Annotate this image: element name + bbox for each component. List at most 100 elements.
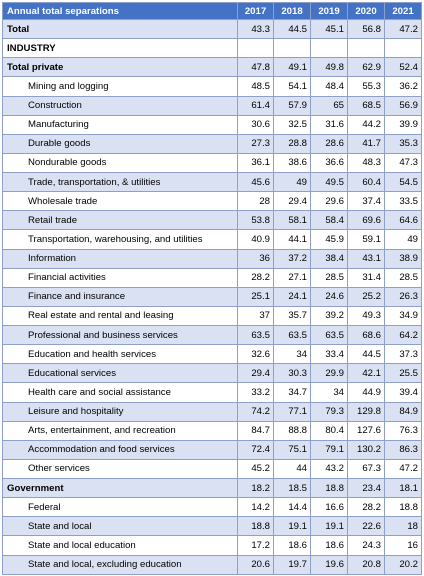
row-value: 44.9 [347, 382, 385, 403]
row-value: 88.8 [273, 420, 311, 441]
table-row: Nondurable goods 36.1 38.6 36.6 48.3 47.3 [2, 152, 422, 174]
row-value: 68.5 [347, 95, 385, 116]
table-row: Total private 47.8 49.1 49.8 62.9 52.4 [2, 57, 422, 78]
row-value: 23.4 [347, 477, 385, 499]
table-row: Educational services 29.4 30.3 29.9 42.1 25.5 [2, 363, 422, 384]
row-value: 34.7 [273, 382, 311, 403]
row-label: Federal [2, 497, 238, 518]
row-label: Wholesale trade [2, 191, 238, 212]
row-value: 80.4 [310, 420, 348, 441]
header-year-2021: 2021 [384, 2, 422, 20]
row-value: 22.6 [347, 516, 385, 537]
row-value: 29.4 [237, 363, 274, 384]
row-value: 28.8 [273, 133, 311, 154]
row-value: 18 [384, 516, 422, 537]
row-value: 58.4 [310, 210, 348, 231]
table-row: Information 36 37.2 38.4 43.1 38.9 [2, 248, 422, 269]
row-value: 18.6 [273, 535, 311, 556]
row-value: 18.8 [237, 516, 274, 537]
row-value: 59.1 [347, 229, 385, 250]
row-value: 42.1 [347, 363, 385, 384]
row-value: 27.3 [237, 133, 274, 154]
row-value [384, 38, 422, 59]
row-value: 47.8 [237, 57, 274, 78]
table-row: State and local education 17.2 18.6 18.6 24.… [2, 535, 422, 556]
table-row: INDUSTRY [2, 38, 422, 59]
table-row: Other services 45.2 44 43.2 67.3 47.2 [2, 458, 422, 480]
row-value: 36.1 [237, 152, 274, 174]
row-label: Durable goods [2, 133, 238, 154]
table-row: Leisure and hospitality 74.2 77.1 79.3 129.8… [2, 401, 422, 422]
row-value: 33.4 [310, 344, 348, 365]
row-value: 20.6 [237, 554, 274, 575]
row-label: Finance and insurance [2, 286, 238, 307]
row-value: 64.2 [384, 324, 422, 346]
table-row: Federal 14.2 14.4 16.6 28.2 18.8 [2, 497, 422, 518]
table-row: Arts, entertainment, and recreation 84.7 8… [2, 420, 422, 441]
row-value: 37.2 [273, 248, 311, 269]
row-value [273, 38, 311, 59]
row-value: 72.4 [237, 439, 274, 460]
table-row: State and local 18.8 19.1 19.1 22.6 18 [2, 516, 422, 537]
table-row: Retail trade 53.8 58.1 58.4 69.6 64.6 [2, 210, 422, 231]
row-value: 25.5 [384, 363, 422, 384]
row-value: 32.6 [237, 344, 274, 365]
row-value: 45.2 [237, 458, 274, 480]
row-value: 37 [237, 305, 274, 327]
row-value: 18.1 [384, 477, 422, 499]
table-row: Trade, transportation, & utilities 45.6 49… [2, 171, 422, 193]
row-value: 63.5 [273, 324, 311, 346]
row-value: 20.2 [384, 554, 422, 575]
row-label: State and local [2, 516, 238, 537]
row-label: Real estate and rental and leasing [2, 305, 238, 327]
row-value: 25.1 [237, 286, 274, 307]
table-row: Construction 61.4 57.9 65 68.5 56.9 [2, 95, 422, 116]
row-value: 30.3 [273, 363, 311, 384]
header-year-2017: 2017 [237, 2, 274, 20]
row-value: 79.3 [310, 401, 348, 422]
row-value: 44.2 [347, 114, 385, 135]
row-value: 48.5 [237, 76, 274, 97]
row-value: 16 [384, 535, 422, 556]
row-value: 34 [273, 344, 311, 365]
row-value: 77.1 [273, 401, 311, 422]
table-row: Durable goods 27.3 28.8 28.6 41.7 35.3 [2, 133, 422, 154]
table-row: Manufacturing 30.6 32.5 31.6 44.2 39.9 [2, 114, 422, 135]
table-body: Total 43.3 44.5 45.1 56.8 47.2 INDUSTRY Total p… [2, 18, 422, 575]
row-label: Accommodation and food services [2, 439, 238, 460]
row-value: 39.9 [384, 114, 422, 135]
row-value: 35.7 [273, 305, 311, 327]
row-label: Manufacturing [2, 114, 238, 135]
row-value: 38.6 [273, 152, 311, 174]
row-value: 49.8 [310, 57, 348, 78]
row-value: 37.4 [347, 191, 385, 212]
row-value: 75.1 [273, 439, 311, 460]
row-label: Total [2, 18, 238, 40]
row-value: 56.8 [347, 18, 385, 40]
row-value: 52.4 [384, 57, 422, 78]
row-value: 18.2 [237, 477, 274, 499]
row-value: 19.1 [273, 516, 311, 537]
row-value: 65 [310, 95, 348, 116]
row-value: 28.6 [310, 133, 348, 154]
row-value: 76.3 [384, 420, 422, 441]
table-row: Accommodation and food services 72.4 75.1 7… [2, 439, 422, 460]
row-value: 43.1 [347, 248, 385, 269]
row-label: Total private [2, 57, 238, 78]
row-value: 64.6 [384, 210, 422, 231]
row-value: 29.6 [310, 191, 348, 212]
row-value: 31.4 [347, 267, 385, 288]
row-value: 44.1 [273, 229, 311, 250]
row-value: 18.6 [310, 535, 348, 556]
table-row: Health care and social assistance 33.2 34.… [2, 382, 422, 403]
row-value: 130.2 [347, 439, 385, 460]
row-value: 28.2 [237, 267, 274, 288]
row-value: 56.9 [384, 95, 422, 116]
row-value: 36.2 [384, 76, 422, 97]
row-value: 57.9 [273, 95, 311, 116]
table-row: Total 43.3 44.5 45.1 56.8 47.2 [2, 18, 422, 40]
row-value: 47.2 [384, 458, 422, 480]
row-value: 35.3 [384, 133, 422, 154]
row-value: 24.6 [310, 286, 348, 307]
row-value [347, 38, 385, 59]
